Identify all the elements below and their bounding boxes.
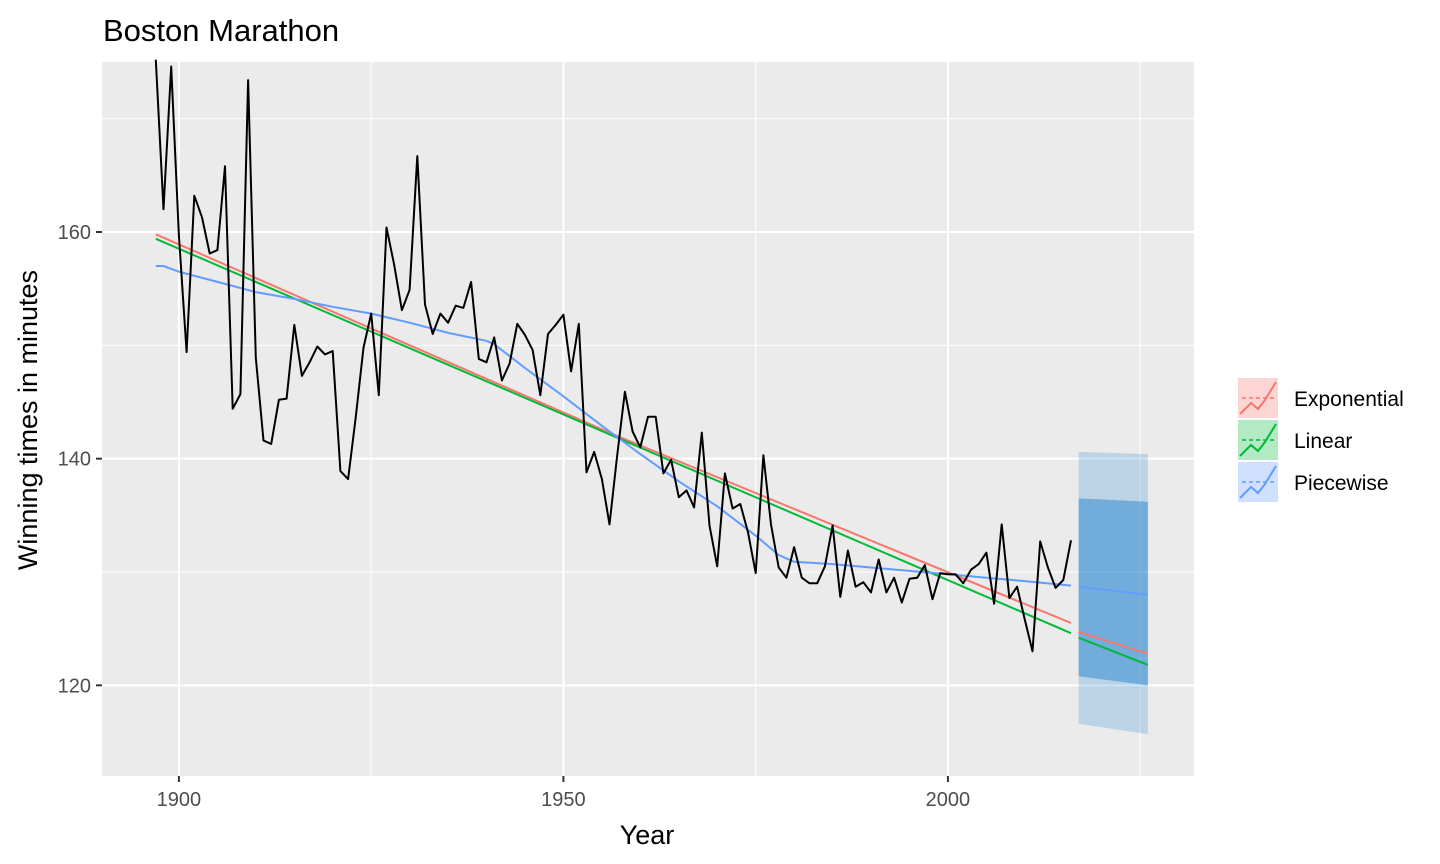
chart-title: Boston Marathon <box>103 13 339 48</box>
legend-item-exponential: Exponential <box>1238 378 1404 418</box>
observed-layer <box>154 59 1072 653</box>
forecast-line-linear <box>1078 636 1149 666</box>
y-axis: 120 140 160 <box>58 222 102 697</box>
y-axis-title: Winning times in minutes <box>13 270 43 570</box>
y-tick-label: 120 <box>58 675 91 697</box>
forecast-interval-95 <box>1078 451 1148 735</box>
forecast-line-exponential <box>1078 631 1149 655</box>
x-axis: 1900 1950 2000 <box>157 776 971 811</box>
forecast-line-piecewise <box>1078 585 1149 596</box>
legend-label-linear: Linear <box>1294 430 1352 453</box>
y-tick-label: 160 <box>58 222 91 244</box>
x-tick-label: 1950 <box>541 789 586 811</box>
forecast-interval-80 <box>1078 498 1148 686</box>
fitted-line-linear <box>155 237 1072 635</box>
legend-line-piecewise <box>1239 465 1277 499</box>
legend-label-exponential: Exponential <box>1294 388 1404 411</box>
forecast-interval-layer <box>1078 451 1148 735</box>
legend-label-piecewise: Piecewise <box>1294 472 1389 495</box>
legend-line-exponential <box>1239 381 1277 415</box>
x-axis-title: Year <box>620 820 675 850</box>
legend-line-linear <box>1239 423 1277 457</box>
legend: Exponential Linear Piecewise <box>1238 378 1404 502</box>
x-tick-label: 2000 <box>926 789 971 811</box>
y-tick-label: 140 <box>58 449 91 471</box>
grid-minor <box>102 62 1194 776</box>
legend-item-piecewise: Piecewise <box>1238 462 1389 502</box>
legend-item-linear: Linear <box>1238 420 1352 460</box>
observed-line <box>154 59 1072 653</box>
x-tick-label: 1900 <box>157 789 202 811</box>
